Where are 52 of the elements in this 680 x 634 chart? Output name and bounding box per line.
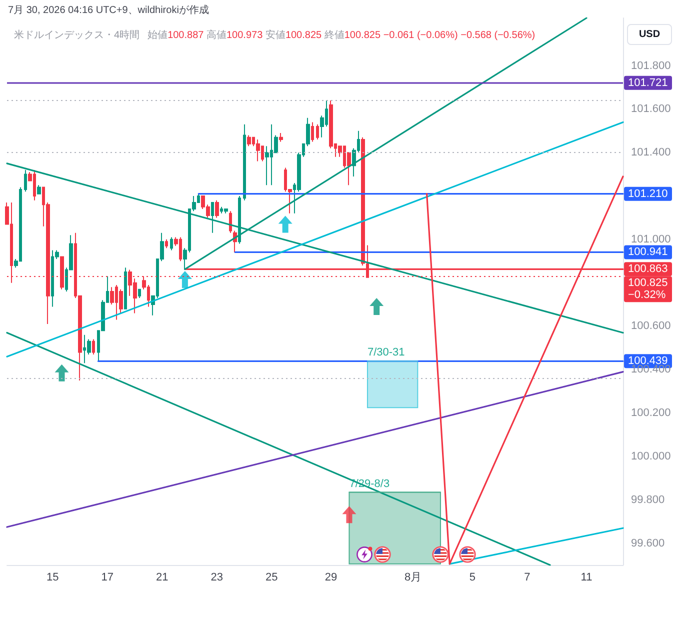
x-tick-label: 11 <box>580 572 592 584</box>
y-tick-label: 101.400 <box>631 146 671 159</box>
x-tick-label: 8月 <box>404 572 422 584</box>
candlestick <box>165 238 168 249</box>
y-axis-title: USD <box>627 24 672 45</box>
candlestick <box>243 124 246 201</box>
point <box>178 271 192 288</box>
candlestick <box>170 236 173 251</box>
point <box>342 506 356 524</box>
text: 米ドルインデックス・4時間 <box>14 30 140 41</box>
candlestick <box>224 208 228 214</box>
text: 7月 30, 2026 04:16 UTC+9、wildhirokiが作成 <box>8 4 209 17</box>
candlestick <box>316 124 319 140</box>
candlestick <box>229 210 232 234</box>
y-tick-label: 99.800 <box>631 494 665 506</box>
data-label: 100.941 <box>628 246 668 258</box>
data-label: 100.863 <box>628 263 668 276</box>
candlestick <box>124 267 127 310</box>
y-tick-label: 100.000 <box>631 450 671 462</box>
candlestick <box>92 338 95 355</box>
candlestick <box>37 184 41 194</box>
candlestick <box>279 132 283 142</box>
x-tick-label: 5 <box>469 572 476 584</box>
candlestick <box>138 288 141 299</box>
candlestick <box>24 169 27 192</box>
series-label: 7/30-31 <box>367 346 405 359</box>
candlestick <box>238 195 241 244</box>
point <box>278 216 292 233</box>
point <box>370 298 384 315</box>
candlestick <box>311 122 314 142</box>
y-tick-label: 101.000 <box>631 233 671 246</box>
y-tick-label: 100.600 <box>631 320 671 332</box>
x-tick-label: 25 <box>266 572 278 584</box>
x-tick-label: 15 <box>46 572 59 584</box>
candlestick <box>247 134 251 147</box>
x-tick-label: 17 <box>101 572 114 584</box>
data-label: 101.210 <box>628 188 668 200</box>
ref-line-label: 101.721 <box>628 76 668 89</box>
point <box>54 364 69 382</box>
candlestick <box>211 202 214 234</box>
x-tick-label: 23 <box>210 572 224 584</box>
y-tick-label: 100.200 <box>631 407 671 420</box>
text: 始値100.887 高値100.973 安値100.825 終値100.825 −0.061 (−0.06%) −0.568 (−0.56%) <box>148 30 536 41</box>
legend-label: 100.825 −0.32% <box>628 277 668 302</box>
x-tick-label: 21 <box>156 572 168 584</box>
candlestick <box>256 139 260 162</box>
x-tick-label: 7 <box>524 572 530 584</box>
y-tick-label: 101.800 <box>631 60 671 72</box>
y-tick-label: 99.600 <box>631 537 665 550</box>
x-tick-label: 29 <box>324 572 338 584</box>
candlestick <box>215 200 219 218</box>
y-tick-label: 101.600 <box>631 103 671 116</box>
